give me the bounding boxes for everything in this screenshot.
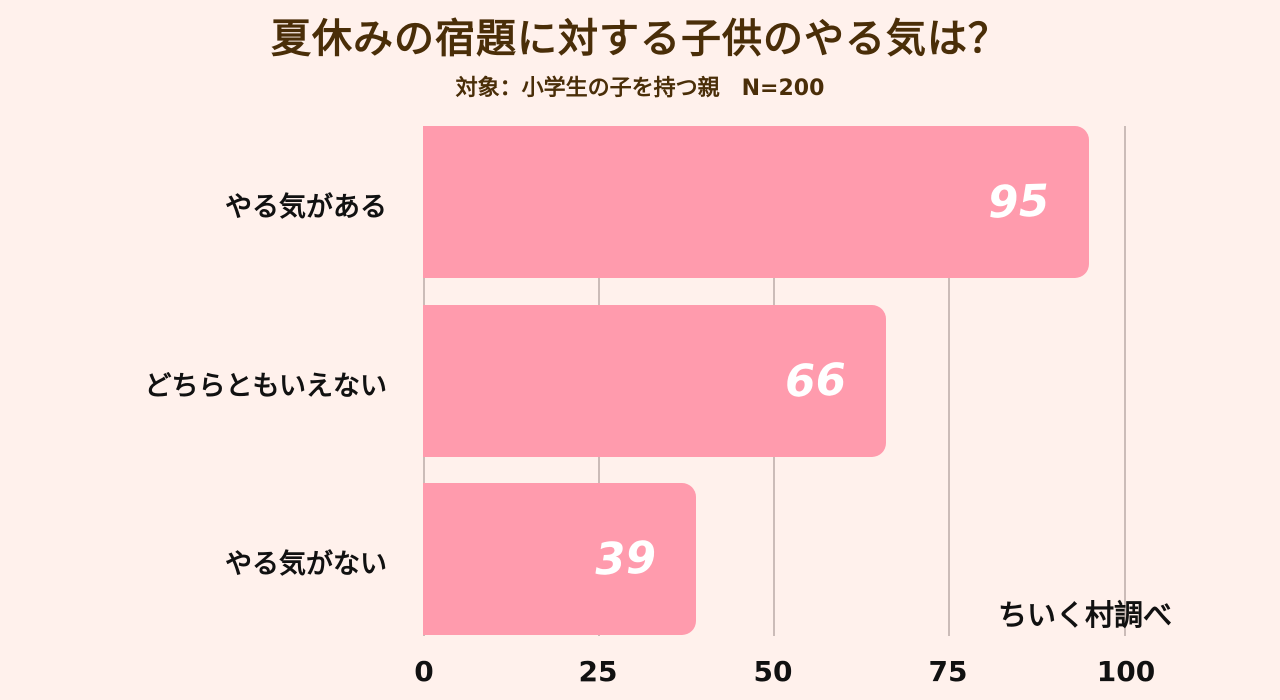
category-label-unmotivated: やる気がない <box>225 549 387 580</box>
bar-unmotivated: 39 <box>423 483 696 635</box>
gridline-75 <box>948 126 950 636</box>
bar-value-label: 39 <box>593 532 657 586</box>
bar-value-label: 66 <box>783 354 847 408</box>
x-tick-75: 75 <box>928 655 968 688</box>
category-label-motivated: やる気がある <box>225 192 387 223</box>
chart-title: 夏休みの宿題に対する子供のやる気は？ <box>271 16 1009 62</box>
x-tick-25: 25 <box>578 655 618 688</box>
category-label-neutral: どちらともいえない <box>144 371 387 402</box>
plot-area: 95 66 39 <box>423 126 1126 636</box>
source-credit: ちいく村調べ <box>998 598 1173 632</box>
x-tick-100: 100 <box>1096 655 1156 688</box>
x-tick-50: 50 <box>753 655 793 688</box>
bar-value-label: 95 <box>986 175 1050 229</box>
chart-subtitle: 対象：小学生の子を持つ親 N=200 <box>455 76 825 101</box>
bar-neutral: 66 <box>423 305 886 457</box>
gridline-100 <box>1124 126 1126 636</box>
x-tick-0: 0 <box>414 655 434 688</box>
bar-motivated: 95 <box>423 126 1089 278</box>
